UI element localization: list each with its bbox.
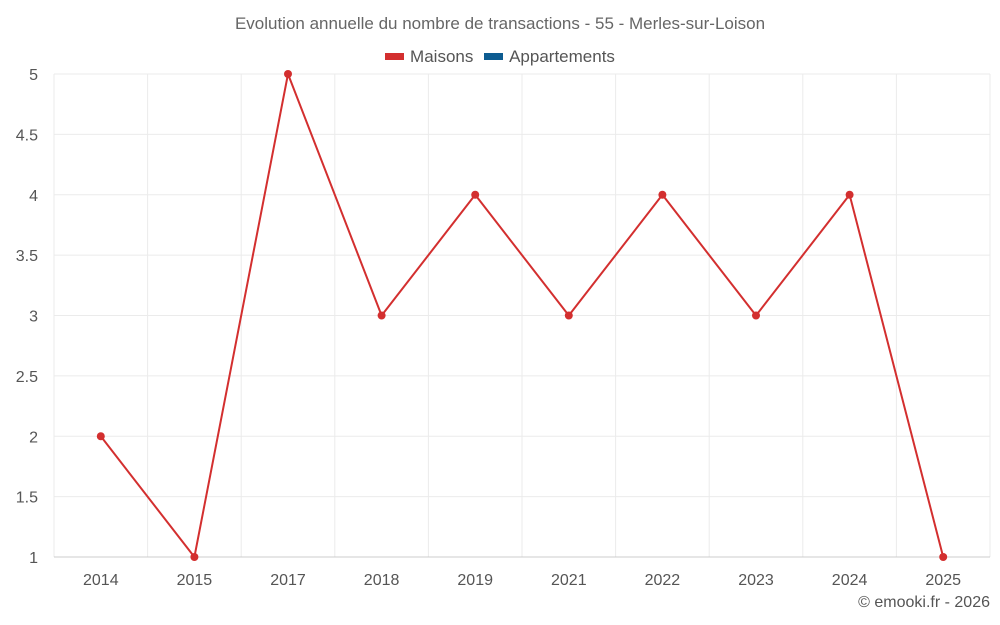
x-tick-label: 2015: [177, 572, 213, 589]
data-point: [564, 311, 573, 320]
data-point: [96, 432, 105, 441]
y-tick-label: 1.5: [16, 490, 38, 507]
chart-title: Evolution annuelle du nombre de transact…: [234, 14, 766, 33]
data-point: [471, 190, 480, 199]
data-point: [284, 70, 292, 78]
y-tick-label: 2: [29, 429, 38, 446]
legend-label-maisons: Maisons: [410, 46, 474, 66]
legend: Maisons Appartements: [0, 45, 1000, 67]
data-point: [845, 190, 854, 199]
data-point: [190, 553, 199, 561]
x-tick-label: 2017: [270, 572, 306, 589]
y-tick-label: 4.5: [16, 127, 38, 144]
credit-text: © emooki.fr - 2026: [858, 594, 990, 611]
y-tick-label: 2.5: [16, 369, 38, 386]
data-point: [939, 553, 948, 561]
y-tick-label: 1: [29, 550, 38, 567]
legend-item-maisons[interactable]: Maisons: [385, 47, 473, 67]
x-tick-label: 2025: [925, 572, 961, 589]
x-tick-label: 2014: [83, 572, 119, 589]
legend-swatch-maisons: [385, 53, 405, 60]
x-tick-label: 2018: [364, 572, 400, 589]
data-point: [658, 190, 667, 199]
legend-item-appartements[interactable]: Appartements: [484, 47, 615, 67]
x-tick-label: 2023: [738, 572, 774, 589]
legend-swatch-appartements: [484, 53, 504, 60]
data-point: [752, 311, 760, 320]
x-tick-label: 2022: [645, 572, 681, 589]
legend-label-appartements: Appartements: [509, 46, 615, 66]
y-tick-label: 4: [29, 188, 38, 205]
y-tick-label: 3.5: [16, 248, 38, 265]
series-line-maisons: [100, 73, 945, 558]
data-point: [377, 311, 386, 320]
y-tick-label: 3: [29, 309, 38, 326]
x-tick-label: 2024: [832, 572, 868, 589]
y-tick-label: 5: [29, 67, 38, 84]
x-tick-label: 2021: [551, 572, 587, 589]
x-tick-label: 2019: [457, 572, 493, 589]
